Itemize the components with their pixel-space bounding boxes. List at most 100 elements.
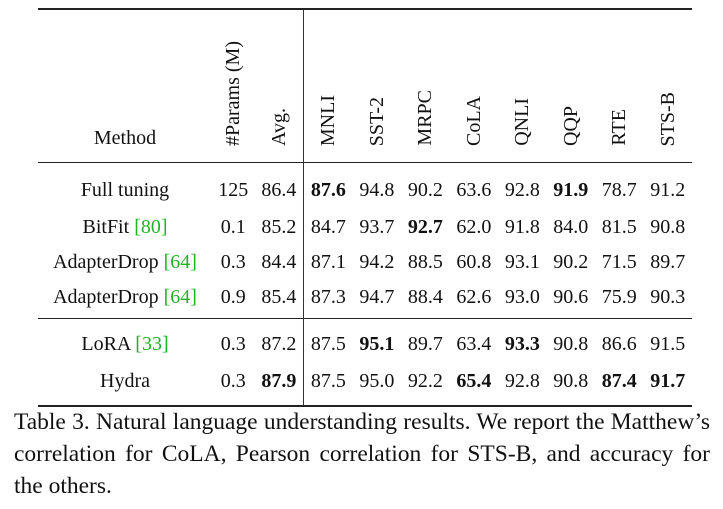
score-cell: 92.7 [407,215,443,238]
method-cell: LoRA [33] [38,319,212,364]
score-cell: 87.6 [303,162,353,209]
table-body-ours: LoRA [33] 0.3 87.2 87.5 95.1 89.7 63.4 93.3 90.8… [38,318,692,406]
params-cell: 0.3 [220,370,246,392]
method-name: AdapterDrop [53,285,164,308]
avg-cell: 85.2 [261,215,297,238]
header-cola: CoLA [450,9,498,163]
citation-link[interactable]: [80] [134,215,168,238]
score-cell: 91.7 [650,370,686,392]
header-params-label: #Params (M) [222,41,245,146]
header-mnli: MNLI [303,9,353,163]
results-table: Method #Params (M) Avg. MNLI SST-2 MRPC … [38,8,692,407]
score-cell: 90.8 [553,370,589,392]
score-cell: 92.8 [504,370,540,392]
score-cell: 87.4 [601,370,637,392]
avg-cell: 87.2 [261,333,297,355]
table-body-baselines: Full tuning 125 86.4 87.6 94.8 90.2 63.6 92.8 91… [38,162,692,319]
score-cell: 93.0 [504,285,540,308]
score-cell: 87.5 [303,363,353,406]
header-sst2-label: SST-2 [365,96,388,146]
score-cell: 94.7 [359,285,395,308]
header-avg: Avg. [255,9,304,163]
score-cell: 81.5 [601,215,637,238]
score-cell: 89.7 [407,333,443,355]
method-name: LoRA [81,333,136,355]
method-cell: Hydra [38,363,212,406]
method-cell: Full tuning [38,163,212,210]
score-cell: 90.6 [553,285,589,308]
header-rte-label: RTE [608,109,631,146]
table-row: Full tuning 125 86.4 87.6 94.8 90.2 63.6 92.8 91… [38,162,692,210]
table-header: Method #Params (M) Avg. MNLI SST-2 MRPC … [38,9,692,163]
header-mnli-label: MNLI [317,94,340,146]
score-cell: 90.3 [650,285,686,308]
table-row: LoRA [33] 0.3 87.2 87.5 95.1 89.7 63.4 93.3 90.8… [38,318,692,364]
score-cell: 88.4 [407,285,443,308]
method-cell: AdapterDrop [64] [38,244,212,279]
method-name: AdapterDrop [53,250,164,273]
score-cell: 93.3 [504,333,540,355]
score-cell: 78.7 [601,179,637,201]
score-cell: 90.8 [553,333,589,355]
score-cell: 62.6 [456,285,492,308]
params-cell: 0.1 [220,215,246,238]
score-cell: 86.6 [601,333,637,355]
params-cell: 0.3 [220,333,246,355]
table-row: Hydra 0.3 87.9 87.5 95.0 92.2 65.4 92.8 90.8 87.4… [38,363,692,406]
score-cell: 95.0 [359,370,395,392]
score-cell: 84.0 [553,215,589,238]
header-cola-label: CoLA [462,96,485,146]
header-mrpc: MRPC [401,9,449,163]
header-stsb: STS-B [643,9,692,163]
score-cell: 91.2 [650,179,686,201]
header-rte: RTE [595,9,643,163]
avg-cell: 84.4 [261,250,297,273]
header-stsb-label: STS-B [656,91,679,146]
score-cell: 62.0 [456,215,492,238]
table-row: BitFit [80] 0.1 85.2 84.7 93.7 92.7 62.0 91.8 84… [38,209,692,244]
table-row: AdapterDrop [64] 0.3 84.4 87.1 94.2 88.5 60.8 9… [38,244,692,279]
score-cell: 93.1 [504,250,540,273]
header-qnli: QNLI [498,9,546,163]
score-cell: 91.5 [650,333,686,355]
score-cell: 84.7 [303,209,353,244]
method-name: Hydra [100,370,150,392]
results-table-container: Method #Params (M) Avg. MNLI SST-2 MRPC … [38,8,692,407]
header-mrpc-label: MRPC [414,90,437,146]
avg-cell: 86.4 [261,179,297,201]
score-cell: 92.8 [504,179,540,201]
score-cell: 71.5 [601,250,637,273]
score-cell: 95.1 [359,333,395,355]
method-cell: BitFit [80] [38,209,212,244]
header-qqp: QQP [547,9,595,163]
score-cell: 90.2 [407,179,443,201]
score-cell: 65.4 [456,370,492,392]
avg-cell: 85.4 [261,285,297,308]
score-cell: 94.8 [359,179,395,201]
params-cell: 125 [218,179,249,201]
params-cell: 0.9 [220,285,246,308]
score-cell: 93.7 [359,215,395,238]
header-qqp-label: QQP [559,105,582,146]
score-cell: 94.2 [359,250,395,273]
citation-link[interactable]: [33] [135,333,169,355]
score-cell: 88.5 [407,250,443,273]
header-qnli-label: QNLI [511,98,534,146]
header-sst2: SST-2 [353,9,401,163]
header-params: #Params (M) [212,9,255,163]
citation-link[interactable]: [64] [163,250,197,273]
method-name: BitFit [82,215,135,238]
score-cell: 92.2 [407,370,443,392]
citation-link[interactable]: [64] [163,285,197,308]
table-row: AdapterDrop [64] 0.9 85.4 87.3 94.7 88.4 62.6 9… [38,279,692,319]
table-caption: Table 3. Natural language understanding … [14,409,710,499]
params-cell: 0.3 [220,250,246,273]
score-cell: 63.6 [456,179,492,201]
score-cell: 90.8 [650,215,686,238]
header-avg-label: Avg. [267,108,290,146]
avg-cell: 87.9 [261,370,297,392]
score-cell: 91.9 [553,179,589,201]
score-cell: 90.2 [553,250,589,273]
header-row: Method #Params (M) Avg. MNLI SST-2 MRPC … [38,9,692,163]
score-cell: 87.3 [303,279,353,319]
